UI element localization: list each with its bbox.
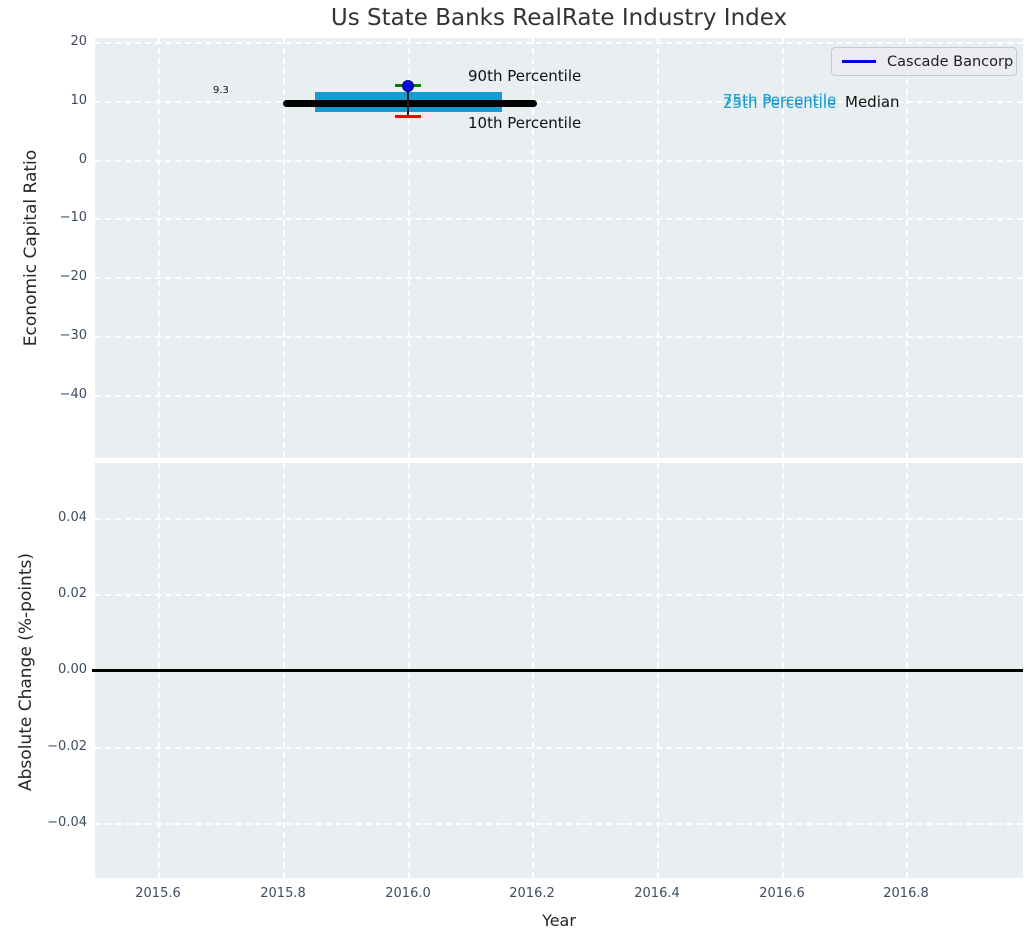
y-tick: 10	[70, 93, 87, 108]
error-bar-cap-10th	[395, 115, 421, 118]
gridline	[95, 336, 1023, 338]
y-tick: −10	[59, 210, 87, 225]
y-tick: 0.00	[58, 662, 87, 677]
gridline	[95, 42, 1023, 44]
annotation-90th-percentile: 90th Percentile	[468, 67, 582, 85]
gridline	[95, 594, 1023, 596]
gridline	[408, 38, 410, 458]
y-tick: 0	[78, 152, 87, 167]
gridline	[283, 38, 285, 458]
gridline	[782, 38, 784, 458]
x-tick: 2015.6	[135, 886, 181, 901]
y-tick: −30	[59, 328, 87, 343]
gridline	[158, 38, 160, 458]
median-value-label: 9.3	[213, 85, 229, 96]
gridline	[95, 823, 1023, 825]
y-tick: −0.04	[47, 815, 87, 830]
median-line	[283, 100, 537, 107]
gridline	[95, 518, 1023, 520]
top-plot-area: 9.3 90th Percentile 10th Percentile 75th…	[95, 38, 1023, 458]
x-tick: 2016.6	[759, 886, 805, 901]
gridline	[95, 277, 1023, 279]
gridline	[95, 395, 1023, 397]
x-tick: 2016.8	[883, 886, 929, 901]
zero-reference-line	[92, 669, 1023, 672]
y-tick: −40	[59, 387, 87, 402]
gridline	[906, 38, 908, 458]
x-axis-label: Year	[542, 911, 576, 930]
gridline	[95, 218, 1023, 220]
annotation-75th-percentile: 75th Percentile	[723, 91, 837, 109]
legend-label: Cascade Bancorp	[887, 53, 1014, 70]
x-tick: 2016.0	[385, 886, 431, 901]
x-tick: 2016.4	[634, 886, 680, 901]
legend: Cascade Bancorp	[831, 47, 1017, 76]
gridline	[532, 38, 534, 458]
y-tick: 0.02	[58, 586, 87, 601]
legend-line-sample	[842, 60, 876, 63]
bottom-plot-area	[92, 463, 1023, 878]
y-tick: −0.02	[47, 739, 87, 754]
x-tick: 2016.2	[509, 886, 555, 901]
cascade-bancorp-marker	[402, 80, 414, 92]
gridline	[657, 38, 659, 458]
y-tick: −20	[59, 269, 87, 284]
top-y-axis-label: Economic Capital Ratio	[21, 149, 41, 347]
y-tick: 0.04	[58, 510, 87, 525]
gridline	[95, 747, 1023, 749]
annotation-25th-percentile: 25th Percentile	[723, 94, 837, 112]
x-tick: 2015.8	[260, 886, 306, 901]
annotation-median: Median	[845, 93, 900, 111]
annotation-10th-percentile: 10th Percentile	[468, 114, 582, 132]
error-bar-line	[407, 86, 409, 117]
gridline	[95, 101, 1023, 103]
y-tick: 20	[70, 34, 87, 49]
chart-title: Us State Banks RealRate Industry Index	[330, 5, 788, 31]
gridline	[95, 160, 1023, 162]
